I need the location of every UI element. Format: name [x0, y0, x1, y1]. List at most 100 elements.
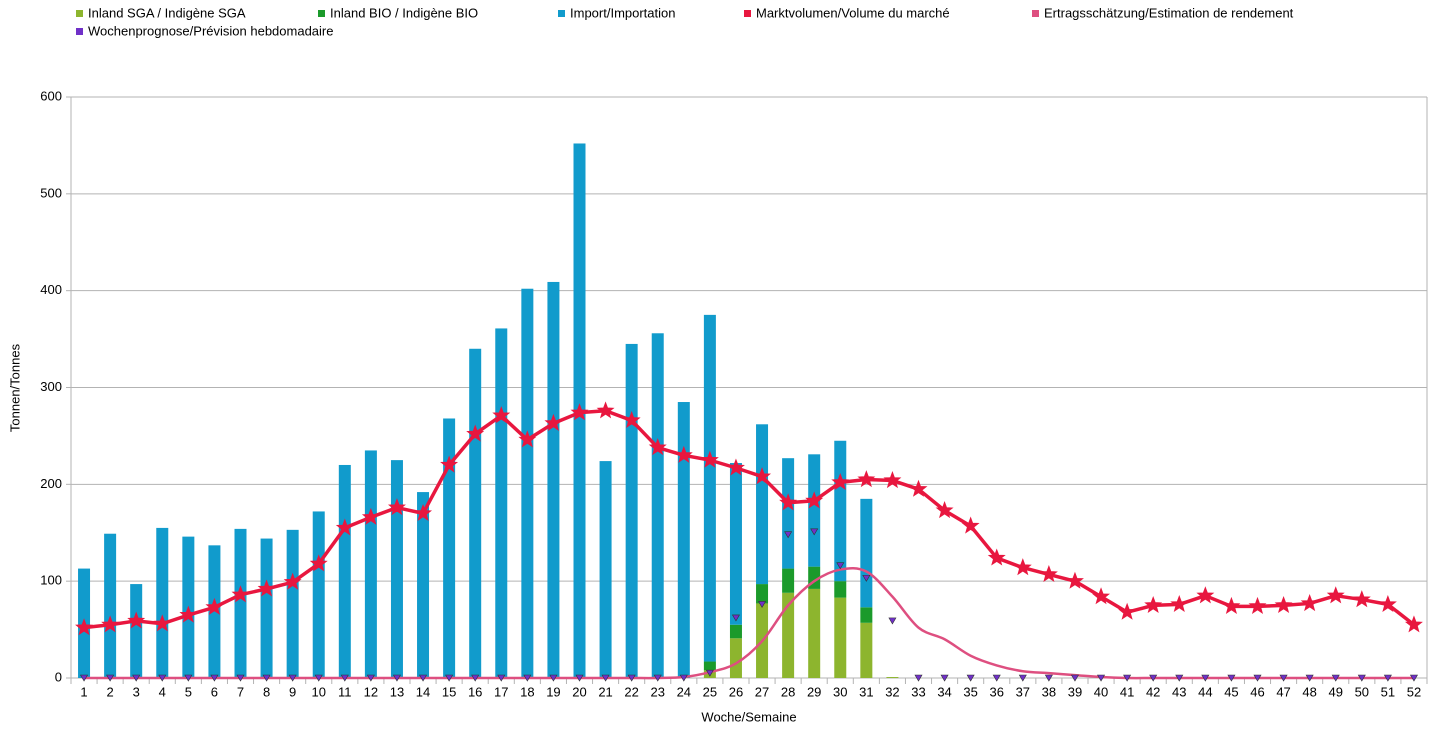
legend-label: Import/Importation	[570, 5, 676, 20]
star-marker	[648, 438, 667, 456]
bar	[860, 607, 873, 623]
triangle-marker	[236, 674, 245, 682]
star-marker	[1352, 590, 1371, 608]
y-tick-label: 100	[40, 573, 62, 588]
x-tick-label: 43	[1172, 684, 1186, 699]
star-marker	[1326, 586, 1345, 604]
x-tick-label: 3	[133, 684, 140, 699]
star-marker	[726, 458, 745, 476]
triangle-marker	[445, 674, 454, 682]
x-tick-label: 46	[1250, 684, 1264, 699]
x-tick-label: 40	[1094, 684, 1108, 699]
bar	[834, 597, 847, 678]
bar	[130, 584, 143, 678]
star-marker	[805, 491, 824, 509]
legend-label: Inland SGA / Indigène SGA	[88, 5, 246, 20]
bar	[756, 584, 769, 604]
triangle-marker	[731, 614, 740, 622]
bar	[834, 440, 847, 582]
bar	[338, 464, 351, 678]
bar	[156, 527, 169, 678]
y-tick-label: 400	[40, 282, 62, 297]
x-tick-label: 35	[963, 684, 977, 699]
legend-swatch	[76, 28, 83, 35]
star-marker	[622, 410, 641, 429]
x-tick-label: 39	[1068, 684, 1082, 699]
legend-swatch	[558, 10, 565, 17]
triangle-marker	[1149, 674, 1158, 682]
star-marker	[361, 507, 380, 525]
triangle-marker	[1097, 674, 1106, 682]
triangle-marker	[314, 674, 323, 682]
triangle-marker	[1383, 674, 1392, 682]
star-marker	[700, 450, 719, 468]
star-marker	[205, 597, 224, 615]
bar	[782, 458, 795, 569]
triangle-marker	[1357, 674, 1366, 682]
star-marker	[1404, 615, 1423, 633]
star-marker	[883, 471, 902, 489]
y-tick-label: 500	[40, 185, 62, 200]
star-marker	[1196, 586, 1215, 604]
star-marker	[466, 424, 485, 442]
x-tick-label: 18	[520, 684, 534, 699]
x-tick-label: 52	[1407, 684, 1421, 699]
triangle-marker	[914, 674, 923, 682]
x-tick-label: 5	[185, 684, 192, 699]
x-tick-label: 26	[729, 684, 743, 699]
x-tick-label: 38	[1042, 684, 1056, 699]
x-tick-label: 30	[833, 684, 847, 699]
x-tick-label: 15	[442, 684, 456, 699]
bar	[886, 677, 899, 678]
star-marker	[231, 585, 250, 603]
triangle-marker	[1409, 674, 1418, 682]
x-tick-label: 31	[859, 684, 873, 699]
star-marker	[1144, 595, 1163, 614]
star-marker	[857, 470, 876, 488]
x-tick-label: 16	[468, 684, 482, 699]
x-tick-label: 14	[416, 684, 430, 699]
star-marker	[153, 614, 172, 632]
legend-label: Inland BIO / Indigène BIO	[330, 5, 478, 20]
triangle-marker	[1227, 674, 1236, 682]
x-tick-label: 6	[211, 684, 218, 699]
triangle-marker	[549, 674, 558, 682]
x-tick-label: 20	[572, 684, 586, 699]
star-marker	[987, 548, 1006, 566]
bar	[547, 281, 560, 678]
legend-label: Wochenprognose/Prévision hebdomadaire	[88, 23, 333, 38]
x-tick-label: 48	[1302, 684, 1316, 699]
bar	[808, 588, 821, 678]
triangle-marker	[106, 674, 115, 682]
triangle-marker	[1201, 674, 1210, 682]
triangle-marker	[1018, 674, 1027, 682]
triangle-marker	[966, 674, 975, 682]
bar	[834, 581, 847, 598]
triangle-marker	[184, 674, 193, 682]
x-tick-label: 19	[546, 684, 560, 699]
triangle-marker	[523, 674, 532, 682]
y-tick-label: 0	[55, 669, 62, 684]
triangle-marker	[1253, 674, 1262, 682]
bar	[651, 333, 664, 678]
bar	[756, 424, 769, 585]
y-axis-title: Tonnen/Tonnes	[7, 343, 22, 432]
bar	[208, 545, 221, 678]
x-tick-label: 12	[364, 684, 378, 699]
bar	[443, 418, 456, 678]
bar	[729, 638, 742, 678]
triangle-marker	[1044, 674, 1053, 682]
triangle-marker	[366, 674, 375, 682]
x-tick-label: 41	[1120, 684, 1134, 699]
x-tick-label: 28	[781, 684, 795, 699]
legend-label: Ertragsschätzung/Estimation de rendement	[1044, 5, 1294, 20]
triangle-marker	[810, 528, 819, 536]
triangle-marker	[601, 674, 610, 682]
x-tick-label: 17	[494, 684, 508, 699]
bar	[782, 592, 795, 678]
triangle-marker	[758, 601, 767, 609]
triangle-marker	[992, 674, 1001, 682]
bar	[521, 288, 534, 678]
bar	[312, 511, 325, 678]
bar	[729, 624, 742, 639]
